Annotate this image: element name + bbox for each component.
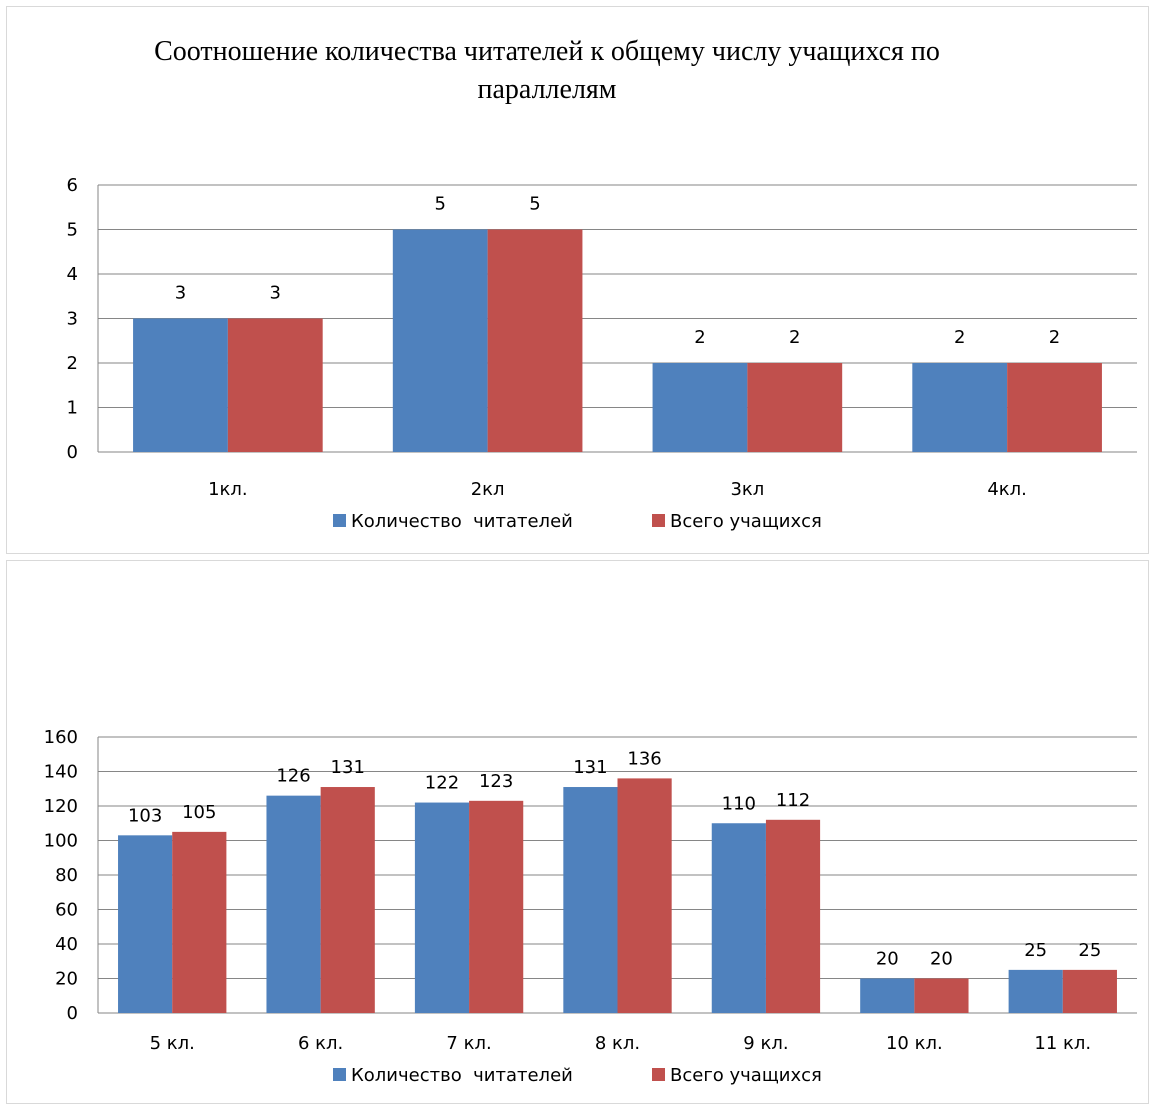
- chart-title: Соотношение количества читателей к общем…: [154, 36, 940, 105]
- legend-label: Количество читателей: [351, 511, 573, 532]
- bar-readers: [1008, 969, 1063, 1013]
- bar-readers: [652, 363, 748, 452]
- y-tick-label: 6: [67, 175, 78, 196]
- bar-readers: [118, 835, 173, 1013]
- data-label: 20: [930, 949, 953, 970]
- bar-students: [1007, 363, 1102, 452]
- x-tick-label: 3кл: [730, 479, 764, 500]
- y-tick-label: 100: [44, 831, 78, 852]
- bar-readers: [133, 318, 228, 452]
- x-tick-label: 8 кл.: [595, 1033, 640, 1054]
- data-label: 123: [479, 771, 513, 792]
- data-label: 112: [776, 790, 810, 811]
- y-tick-label: 2: [67, 353, 78, 374]
- data-label: 131: [573, 757, 607, 778]
- data-label: 2: [1049, 327, 1060, 348]
- y-tick-label: 4: [67, 264, 78, 285]
- y-tick-label: 1: [67, 398, 78, 419]
- bar-students: [469, 800, 524, 1013]
- chart-panel-2: 0 20 40 60 80 100 120 140 160 103 105 5 кл. 126 131 6 …: [6, 560, 1149, 1104]
- chart-2-svg: 0 20 40 60 80 100 120 140 160 103 105 5 кл. 126 131 6 …: [44, 727, 1137, 1086]
- y-tick-label: 20: [55, 969, 78, 990]
- bar-readers: [860, 978, 915, 1013]
- data-label: 3: [175, 283, 186, 304]
- chart-panel-1: Соотношение количества читателей к общем…: [6, 6, 1149, 554]
- y-tick-label: 0: [67, 1003, 78, 1024]
- data-label: 2: [789, 327, 800, 348]
- y-tick-label: 0: [67, 442, 78, 463]
- bar-readers: [392, 229, 488, 452]
- y-tick-label: 80: [55, 865, 78, 886]
- bar-students: [617, 778, 672, 1013]
- y-tick-label: 60: [55, 900, 78, 921]
- data-label: 103: [128, 805, 162, 826]
- x-tick-label: 11 кл.: [1034, 1033, 1091, 1054]
- bar-students: [1062, 969, 1117, 1013]
- y-tick-label: 40: [55, 934, 78, 955]
- x-tick-label: 5 кл.: [150, 1033, 195, 1054]
- legend-swatch: [652, 514, 665, 527]
- bar-readers: [711, 823, 766, 1013]
- bar-students: [487, 229, 583, 452]
- legend-label: Всего учащихся: [670, 1065, 822, 1086]
- data-label: 20: [876, 949, 899, 970]
- legend-swatch: [333, 514, 346, 527]
- data-label: 2: [694, 327, 705, 348]
- x-tick-label: 6 кл.: [298, 1033, 343, 1054]
- data-label: 5: [434, 194, 445, 215]
- y-tick-label: 160: [44, 727, 78, 748]
- y-tick-label: 3: [67, 309, 78, 330]
- data-label: 25: [1078, 940, 1101, 961]
- x-tick-label: 1кл.: [208, 479, 248, 500]
- bar-students: [765, 819, 821, 1013]
- bar-students: [914, 978, 969, 1013]
- bar-readers: [563, 787, 618, 1013]
- bar-students: [172, 831, 227, 1013]
- legend-swatch: [652, 1068, 665, 1081]
- bar-students: [320, 787, 375, 1013]
- y-tick-label: 120: [44, 796, 78, 817]
- bar-readers: [266, 795, 321, 1013]
- data-label: 122: [425, 773, 459, 794]
- x-tick-label: 10 кл.: [886, 1033, 943, 1054]
- legend-label: Количество читателей: [351, 1065, 573, 1086]
- legend-label: Всего учащихся: [670, 511, 822, 532]
- bar-students: [747, 363, 843, 452]
- legend-swatch: [333, 1068, 346, 1081]
- data-label: 126: [276, 766, 310, 787]
- data-label: 110: [722, 793, 756, 814]
- x-tick-label: 4кл.: [987, 479, 1027, 500]
- x-tick-label: 9 кл.: [743, 1033, 788, 1054]
- bar-students: [227, 318, 323, 452]
- y-tick-label: 5: [67, 220, 78, 241]
- data-label: 2: [954, 327, 965, 348]
- chart-1-svg: 0 1 2 3 4 5 6 3 3 1кл. 5 5 2кл 2 2 3кл 2 2 4кл. Количество …: [67, 175, 1137, 532]
- data-label: 3: [270, 283, 281, 304]
- data-label: 25: [1024, 940, 1047, 961]
- data-label: 105: [182, 802, 216, 823]
- bar-readers: [414, 802, 470, 1013]
- data-label: 131: [331, 757, 365, 778]
- x-tick-label: 7 кл.: [446, 1033, 491, 1054]
- data-label: 136: [627, 748, 661, 769]
- x-tick-label: 2кл: [471, 479, 505, 500]
- bar-readers: [912, 363, 1008, 452]
- data-label: 5: [529, 194, 540, 215]
- y-tick-label: 140: [44, 762, 78, 783]
